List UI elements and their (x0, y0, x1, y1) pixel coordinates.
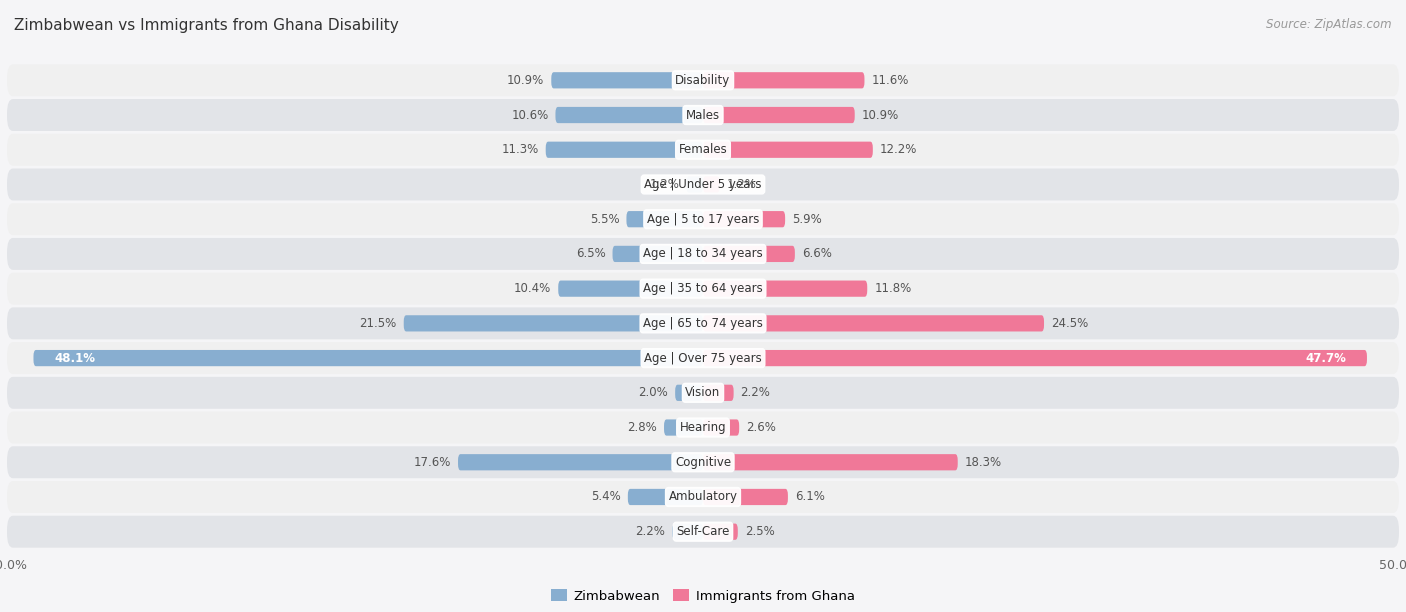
FancyBboxPatch shape (703, 385, 734, 401)
Text: 21.5%: 21.5% (360, 317, 396, 330)
FancyBboxPatch shape (7, 481, 1399, 513)
FancyBboxPatch shape (555, 107, 703, 123)
FancyBboxPatch shape (7, 342, 1399, 374)
Text: Hearing: Hearing (679, 421, 727, 434)
Text: 5.4%: 5.4% (591, 490, 621, 504)
Text: 10.4%: 10.4% (515, 282, 551, 295)
FancyBboxPatch shape (546, 141, 703, 158)
Text: 12.2%: 12.2% (880, 143, 917, 156)
Text: 2.8%: 2.8% (627, 421, 657, 434)
Text: 24.5%: 24.5% (1052, 317, 1088, 330)
FancyBboxPatch shape (703, 72, 865, 88)
FancyBboxPatch shape (551, 72, 703, 88)
FancyBboxPatch shape (7, 134, 1399, 166)
Text: Self-Care: Self-Care (676, 525, 730, 538)
FancyBboxPatch shape (627, 211, 703, 227)
Text: 6.5%: 6.5% (576, 247, 606, 261)
Text: Age | 65 to 74 years: Age | 65 to 74 years (643, 317, 763, 330)
FancyBboxPatch shape (7, 238, 1399, 270)
Text: 48.1%: 48.1% (55, 351, 96, 365)
FancyBboxPatch shape (703, 211, 785, 227)
Text: 6.1%: 6.1% (794, 490, 825, 504)
FancyBboxPatch shape (458, 454, 703, 471)
FancyBboxPatch shape (7, 446, 1399, 478)
Legend: Zimbabwean, Immigrants from Ghana: Zimbabwean, Immigrants from Ghana (546, 584, 860, 608)
FancyBboxPatch shape (7, 516, 1399, 548)
Text: Age | 35 to 64 years: Age | 35 to 64 years (643, 282, 763, 295)
FancyBboxPatch shape (7, 273, 1399, 305)
FancyBboxPatch shape (7, 377, 1399, 409)
Text: Disability: Disability (675, 74, 731, 87)
Text: 2.2%: 2.2% (636, 525, 665, 538)
FancyBboxPatch shape (628, 489, 703, 505)
Text: 6.6%: 6.6% (801, 247, 832, 261)
FancyBboxPatch shape (703, 524, 738, 540)
Text: Ambulatory: Ambulatory (668, 490, 738, 504)
FancyBboxPatch shape (703, 176, 720, 193)
FancyBboxPatch shape (664, 419, 703, 436)
FancyBboxPatch shape (686, 176, 703, 193)
Text: 2.6%: 2.6% (747, 421, 776, 434)
Text: 11.6%: 11.6% (872, 74, 908, 87)
FancyBboxPatch shape (7, 203, 1399, 235)
Text: Zimbabwean vs Immigrants from Ghana Disability: Zimbabwean vs Immigrants from Ghana Disa… (14, 18, 399, 34)
Text: Source: ZipAtlas.com: Source: ZipAtlas.com (1267, 18, 1392, 31)
Text: Age | 5 to 17 years: Age | 5 to 17 years (647, 213, 759, 226)
FancyBboxPatch shape (7, 307, 1399, 339)
FancyBboxPatch shape (703, 454, 957, 471)
FancyBboxPatch shape (703, 141, 873, 158)
Text: Cognitive: Cognitive (675, 456, 731, 469)
Text: Age | Over 75 years: Age | Over 75 years (644, 351, 762, 365)
FancyBboxPatch shape (7, 411, 1399, 444)
Text: 1.2%: 1.2% (727, 178, 756, 191)
FancyBboxPatch shape (7, 64, 1399, 96)
Text: 17.6%: 17.6% (413, 456, 451, 469)
Text: 2.0%: 2.0% (638, 386, 668, 399)
FancyBboxPatch shape (703, 350, 1367, 366)
FancyBboxPatch shape (672, 524, 703, 540)
FancyBboxPatch shape (703, 489, 787, 505)
Text: Age | Under 5 years: Age | Under 5 years (644, 178, 762, 191)
Text: Age | 18 to 34 years: Age | 18 to 34 years (643, 247, 763, 261)
Text: Females: Females (679, 143, 727, 156)
FancyBboxPatch shape (7, 99, 1399, 131)
Text: 10.9%: 10.9% (508, 74, 544, 87)
Text: Males: Males (686, 108, 720, 122)
Text: 5.9%: 5.9% (792, 213, 823, 226)
FancyBboxPatch shape (34, 350, 703, 366)
Text: 1.2%: 1.2% (650, 178, 679, 191)
FancyBboxPatch shape (703, 246, 794, 262)
FancyBboxPatch shape (675, 385, 703, 401)
Text: Vision: Vision (685, 386, 721, 399)
FancyBboxPatch shape (7, 168, 1399, 201)
Text: 18.3%: 18.3% (965, 456, 1002, 469)
FancyBboxPatch shape (404, 315, 703, 332)
Text: 2.2%: 2.2% (741, 386, 770, 399)
FancyBboxPatch shape (703, 315, 1045, 332)
Text: 11.3%: 11.3% (502, 143, 538, 156)
Text: 10.9%: 10.9% (862, 108, 898, 122)
Text: 5.5%: 5.5% (591, 213, 620, 226)
FancyBboxPatch shape (558, 280, 703, 297)
FancyBboxPatch shape (613, 246, 703, 262)
FancyBboxPatch shape (703, 107, 855, 123)
Text: 2.5%: 2.5% (745, 525, 775, 538)
FancyBboxPatch shape (703, 280, 868, 297)
Text: 47.7%: 47.7% (1305, 351, 1346, 365)
Text: 11.8%: 11.8% (875, 282, 911, 295)
FancyBboxPatch shape (703, 419, 740, 436)
Text: 10.6%: 10.6% (512, 108, 548, 122)
